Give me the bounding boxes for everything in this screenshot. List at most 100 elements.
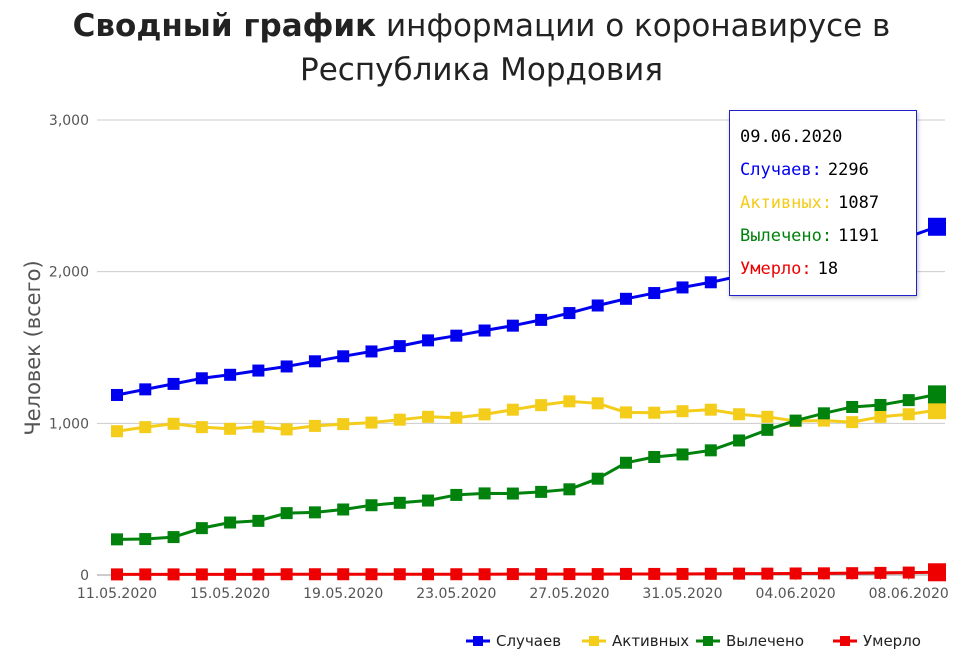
data-point[interactable] [224,368,237,381]
legend-item-active[interactable]: Активных [582,632,689,650]
data-point[interactable] [280,568,293,581]
data-point[interactable] [478,568,491,581]
data-point[interactable] [139,533,152,546]
data-point[interactable] [450,568,463,581]
data-point[interactable] [365,345,378,358]
data-point[interactable] [619,456,632,469]
data-point[interactable] [761,567,774,580]
data-point[interactable] [422,334,435,347]
data-point[interactable] [563,307,576,320]
data-point[interactable] [393,413,406,426]
data-point[interactable] [619,567,632,580]
data-point[interactable] [676,405,689,418]
data-point[interactable] [167,417,180,430]
data-point[interactable] [648,567,661,580]
data-point[interactable] [591,568,604,581]
data-point[interactable] [111,568,123,581]
data-point[interactable] [365,416,378,429]
data-point[interactable] [478,487,491,500]
data-point[interactable] [676,281,689,294]
data-point[interactable] [817,407,830,420]
legend[interactable]: Случаев Активных Вылечено Умерло [466,632,921,650]
data-point[interactable] [111,425,123,438]
data-point[interactable] [393,496,406,509]
series-lines[interactable] [111,217,946,582]
data-point[interactable] [535,399,548,412]
data-point[interactable] [337,350,350,363]
data-point[interactable] [252,514,265,527]
data-point[interactable] [422,494,435,507]
data-point[interactable] [280,507,293,520]
data-point[interactable] [478,408,491,421]
data-point[interactable] [619,292,632,305]
data-point[interactable] [563,568,576,581]
legend-item-cases[interactable]: Случаев [466,632,561,650]
data-point[interactable] [195,568,208,581]
data-point[interactable] [393,340,406,353]
data-point[interactable] [704,276,717,289]
data-point[interactable] [506,568,519,581]
data-point[interactable] [111,533,123,546]
data-point[interactable] [195,421,208,434]
data-point[interactable] [789,414,802,427]
data-point[interactable] [252,364,265,377]
data-point[interactable] [280,423,293,436]
data-point[interactable] [167,568,180,581]
data-point[interactable] [733,567,746,580]
data-point[interactable] [450,488,463,501]
data-point[interactable] [704,444,717,457]
data-point[interactable] [195,522,208,535]
data-point[interactable] [111,388,123,401]
data-point[interactable] [676,567,689,580]
series-recovered[interactable] [111,385,946,546]
data-point[interactable] [308,506,321,519]
data-point[interactable] [337,568,350,581]
data-point[interactable] [733,408,746,421]
data-point[interactable] [337,418,350,431]
data-point[interactable] [591,472,604,485]
data-point[interactable] [928,217,946,236]
data-point[interactable] [506,403,519,416]
data-point[interactable] [648,287,661,300]
data-point[interactable] [422,410,435,423]
data-point[interactable] [167,531,180,544]
data-point[interactable] [789,567,802,580]
data-point[interactable] [224,568,237,581]
data-point[interactable] [928,385,946,404]
data-point[interactable] [846,400,859,413]
data-point[interactable] [365,499,378,512]
data-point[interactable] [902,394,915,407]
data-point[interactable] [591,299,604,312]
data-point[interactable] [648,406,661,419]
data-point[interactable] [928,401,946,420]
data-point[interactable] [308,568,321,581]
data-point[interactable] [252,420,265,433]
data-point[interactable] [195,372,208,385]
data-point[interactable] [874,398,887,411]
data-point[interactable] [308,355,321,368]
data-point[interactable] [733,434,746,447]
data-point[interactable] [874,410,887,423]
data-point[interactable] [902,566,915,579]
data-point[interactable] [874,566,887,579]
data-point[interactable] [535,568,548,581]
data-point[interactable] [676,448,689,461]
data-point[interactable] [535,485,548,498]
data-point[interactable] [902,408,915,421]
data-point[interactable] [506,319,519,332]
data-point[interactable] [450,411,463,424]
data-point[interactable] [139,568,152,581]
data-point[interactable] [252,568,265,581]
data-point[interactable] [308,419,321,432]
data-point[interactable] [928,563,946,582]
data-point[interactable] [506,487,519,500]
series-deaths[interactable] [111,563,946,582]
data-point[interactable] [365,568,378,581]
data-point[interactable] [846,567,859,580]
legend-item-recovered[interactable]: Вылечено [696,632,804,650]
data-point[interactable] [535,313,548,326]
data-point[interactable] [224,516,237,529]
data-point[interactable] [761,410,774,423]
data-point[interactable] [478,324,491,337]
data-point[interactable] [648,451,661,464]
